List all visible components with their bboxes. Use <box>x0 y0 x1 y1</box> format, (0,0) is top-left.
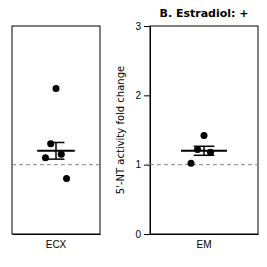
data-point <box>201 132 208 139</box>
plot-frame <box>150 26 258 234</box>
x-axis: EM <box>151 234 259 250</box>
y-axis: 0 1 2 3 <box>135 21 150 240</box>
reference-line <box>150 164 258 165</box>
data-point <box>188 160 195 167</box>
chart-root: ECX 0 1 2 3 EM B. Estradiol: + 5'-NT activity f… <box>0 0 267 267</box>
marks <box>150 132 258 167</box>
y-tick-mark <box>144 26 150 27</box>
panel: ECX <box>12 26 101 250</box>
y-tick-label: 1 <box>135 159 141 170</box>
data-point <box>194 146 201 153</box>
y-tick: 0 <box>135 229 150 240</box>
error-cap <box>48 158 65 160</box>
x-axis: ECX <box>13 234 101 250</box>
data-point <box>42 154 49 161</box>
x-tick-label: EM <box>197 239 212 250</box>
y-tick: 1 <box>135 159 150 170</box>
y-tick-mark <box>144 234 150 235</box>
reference-line <box>12 164 100 165</box>
data-point <box>47 140 54 147</box>
x-tick: ECX <box>46 234 67 250</box>
y-axis-line <box>144 27 151 235</box>
panel: 0 1 2 3 EM B. Estradiol: + 5'-NT activity fold… <box>115 7 259 250</box>
x-axis-line <box>13 234 101 235</box>
y-tick: 3 <box>135 21 150 32</box>
x-tick-label: ECX <box>46 239 67 250</box>
data-point <box>53 85 60 92</box>
data-point <box>207 149 214 156</box>
chart-title: B. Estradiol: + <box>160 7 249 20</box>
y-tick: 2 <box>135 90 150 101</box>
y-tick-mark <box>144 165 150 166</box>
y-axis-title: 5'-NT activity fold change <box>115 66 126 194</box>
data-point <box>58 151 65 158</box>
y-tick-mark <box>144 95 150 96</box>
y-tick-label: 3 <box>135 21 141 32</box>
error-bar <box>203 146 205 155</box>
data-point <box>63 175 70 182</box>
x-axis-line <box>151 234 259 235</box>
marks <box>12 85 100 182</box>
y-tick-label: 2 <box>135 90 141 101</box>
error-bar <box>55 142 57 159</box>
y-tick-label: 0 <box>135 229 141 240</box>
x-tick: EM <box>197 234 212 250</box>
plot-frame <box>12 26 100 234</box>
